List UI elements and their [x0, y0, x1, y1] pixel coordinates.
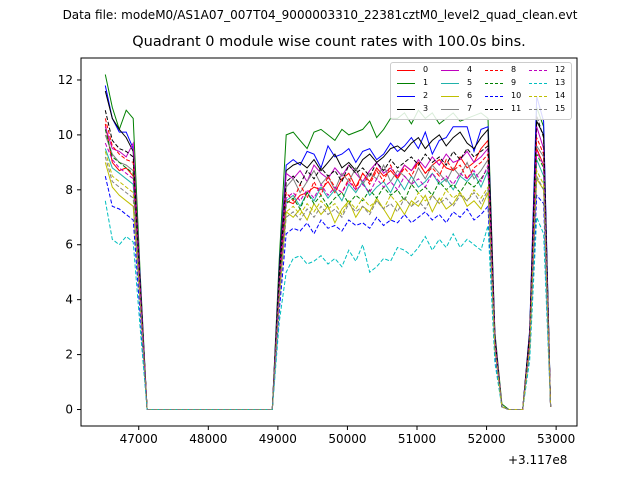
legend-label: 3	[423, 104, 429, 113]
series-line-11	[104, 110, 552, 410]
legend-swatch	[441, 83, 459, 84]
legend-swatch	[485, 96, 503, 97]
y-tick-label: 10	[58, 128, 73, 142]
series-line-10	[104, 175, 552, 410]
legend-label: 6	[467, 91, 473, 100]
series-line-12	[104, 142, 552, 410]
x-tick-label: 50000	[328, 432, 366, 446]
y-tick-label: 8	[65, 183, 73, 197]
legend-label: 1	[423, 78, 429, 87]
x-axis: 47000 48000 49000 50000 51000 52000 53000	[120, 426, 575, 446]
figure-suptitle: Data file: modeM0/AS1A07_007T04_90000033…	[62, 8, 578, 22]
legend-label: 5	[467, 78, 473, 87]
chart-title: Quadrant 0 module wise count rates with …	[132, 34, 526, 50]
legend-swatch	[485, 83, 503, 84]
legend-label: 10	[511, 91, 522, 100]
y-tick-label: 12	[58, 73, 73, 87]
legend-swatch	[529, 96, 547, 97]
legend-swatch	[529, 70, 547, 71]
legend-swatch	[441, 109, 459, 110]
y-tick-label: 0	[65, 403, 73, 417]
legend-swatch	[485, 109, 503, 110]
legend-label: 4	[467, 65, 473, 74]
legend-swatch	[397, 109, 415, 110]
legend-swatch	[441, 96, 459, 97]
legend-label: 9	[511, 78, 517, 87]
x-tick-label: 49000	[259, 432, 297, 446]
x-axis-offset-label: +3.117e8	[508, 453, 568, 467]
legend: 0 1 2 3 4 5 6 7 8 9 10 11 12 13 14 15	[390, 62, 572, 120]
y-tick-label: 4	[65, 293, 73, 307]
legend-swatch	[397, 83, 415, 84]
x-tick-label: 48000	[189, 432, 227, 446]
legend-label: 12	[555, 65, 566, 74]
legend-label: 0	[423, 65, 429, 74]
legend-swatch	[397, 70, 415, 71]
legend-label: 7	[467, 104, 473, 113]
y-tick-label: 2	[65, 348, 73, 362]
x-tick-label: 53000	[537, 432, 575, 446]
x-tick-label: 47000	[120, 432, 158, 446]
legend-label: 13	[555, 78, 566, 87]
series-line-15	[104, 156, 552, 410]
plot-frame	[80, 57, 578, 427]
legend-swatch	[529, 83, 547, 84]
y-axis: 0 2 4 6 8 10 12	[58, 73, 81, 417]
legend-swatch	[441, 70, 459, 71]
x-tick-label: 51000	[398, 432, 436, 446]
legend-label: 8	[511, 65, 517, 74]
series-layer	[104, 74, 552, 410]
legend-label: 15	[555, 104, 566, 113]
legend-swatch	[397, 96, 415, 97]
y-tick-label: 6	[65, 238, 73, 252]
legend-swatch	[485, 70, 503, 71]
legend-label: 11	[511, 104, 522, 113]
legend-label: 2	[423, 91, 429, 100]
legend-label: 14	[555, 91, 566, 100]
series-line-13	[104, 200, 552, 410]
x-tick-label: 52000	[467, 432, 505, 446]
legend-swatch	[529, 109, 547, 110]
